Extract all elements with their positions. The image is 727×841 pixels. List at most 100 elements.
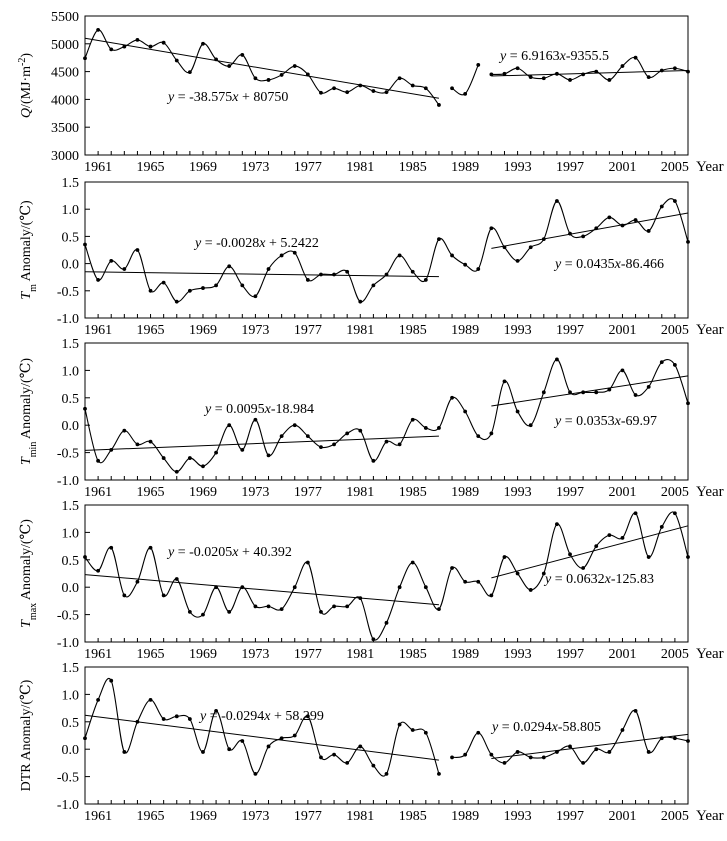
data-point — [515, 571, 520, 576]
data-point — [319, 755, 323, 760]
data-point — [332, 272, 336, 277]
data-point — [332, 752, 336, 757]
data-point — [227, 609, 232, 614]
x-tick-label: 1993 — [504, 647, 532, 662]
data-point — [463, 91, 468, 96]
data-point — [201, 612, 205, 617]
x-tick-label: 1985 — [399, 647, 427, 662]
data-point — [345, 269, 350, 274]
x-tick-label: 1989 — [451, 485, 479, 500]
data-point — [528, 755, 533, 760]
x-tick-label: 2001 — [608, 323, 636, 338]
chart-panel-1: 3000 3500 4000 4500 5000 5500 1961 1965 1969 1973… — [17, 10, 724, 175]
data-point — [161, 280, 166, 285]
data-point — [292, 585, 297, 590]
data-point — [319, 609, 323, 614]
data-point — [332, 86, 336, 91]
data-point — [581, 566, 586, 570]
y-tick-label: 0.5 — [62, 230, 80, 245]
y-tick-label: 3500 — [51, 121, 79, 136]
data-point — [161, 593, 166, 598]
trend-line — [491, 212, 689, 249]
data-point — [397, 722, 402, 727]
data-point — [83, 242, 87, 247]
data-point — [528, 588, 533, 592]
data-point — [423, 426, 428, 430]
x-tick-label: 1985 — [399, 485, 427, 500]
data-point — [463, 579, 468, 584]
x-tick-label: 1993 — [504, 323, 532, 338]
y-axis-label: Tmax Anomaly/(℃) — [19, 519, 39, 628]
series-line — [451, 64, 479, 96]
data-point — [109, 258, 114, 263]
data-point — [109, 678, 114, 683]
data-point — [620, 368, 625, 373]
trend-equation: y = 0.0353x-69.97 — [553, 414, 657, 429]
data-point — [266, 744, 271, 749]
data-point — [410, 269, 415, 274]
trend-line — [84, 37, 440, 99]
x-tick-label: 1985 — [399, 160, 427, 175]
data-point — [476, 579, 481, 584]
x-tick-label: 2001 — [608, 809, 636, 824]
x-tick-label: 1989 — [451, 323, 479, 338]
data-point — [410, 728, 415, 732]
data-point — [672, 66, 677, 71]
x-tick-label: 1997 — [556, 809, 584, 824]
series-line — [84, 198, 689, 303]
trend-equation: y = -38.575x + 80750 — [166, 90, 288, 105]
data-point — [489, 752, 494, 757]
data-point — [437, 607, 441, 612]
plot-frame — [84, 15, 689, 156]
data-point — [515, 66, 520, 71]
data-point — [397, 253, 402, 258]
data-point — [279, 253, 284, 258]
y-tick-label: 0.0 — [62, 419, 80, 434]
data-point — [240, 447, 245, 452]
data-point — [174, 577, 179, 581]
trend-equation: y = 0.0294x-58.805 — [490, 720, 601, 735]
data-point — [83, 736, 87, 741]
data-point — [581, 761, 586, 765]
data-point — [463, 752, 468, 757]
x-tick-label: 1965 — [137, 323, 165, 338]
trend-equation: y = 0.0632x-125.83 — [543, 572, 654, 587]
data-point — [227, 423, 232, 428]
data-point — [253, 76, 258, 81]
x-tick-label: 1977 — [294, 485, 322, 500]
x-tick-label: 1973 — [241, 160, 269, 175]
data-point — [253, 417, 258, 422]
y-axis-label: Q/(MJ·m-2) — [17, 53, 35, 118]
trend-equation: y = -0.0028x + 5.2422 — [193, 236, 319, 251]
data-point — [450, 86, 454, 91]
data-point — [345, 604, 350, 609]
chart-panel-5: -1.0 -0.5 0.0 0.5 1.0 1.5 1961 1965 1969 1973 1977… — [19, 661, 724, 824]
data-point — [83, 406, 87, 411]
data-point — [672, 363, 677, 367]
x-tick-label: 2005 — [661, 647, 689, 662]
data-point — [187, 456, 192, 460]
data-point — [384, 439, 389, 444]
data-point — [96, 697, 101, 702]
data-point — [541, 755, 546, 760]
data-point — [109, 545, 114, 550]
trend-equation: y = 0.0095x-18.984 — [203, 402, 314, 417]
data-point — [633, 55, 638, 60]
data-point — [528, 245, 533, 250]
x-tick-label: 1997 — [556, 647, 584, 662]
data-point — [397, 442, 402, 447]
x-tick-label: 1985 — [399, 323, 427, 338]
data-point — [423, 86, 428, 91]
y-tick-label: 0.5 — [62, 716, 80, 731]
y-tick-label: 4500 — [51, 66, 79, 81]
data-point — [96, 278, 101, 282]
x-tick-label: 2005 — [661, 323, 689, 338]
data-point — [672, 511, 677, 516]
data-point — [187, 717, 192, 721]
data-point — [319, 272, 323, 277]
x-tick-label: 1985 — [399, 809, 427, 824]
data-point — [423, 730, 428, 735]
data-point — [279, 434, 284, 439]
data-point — [607, 78, 612, 82]
data-point — [266, 604, 271, 609]
